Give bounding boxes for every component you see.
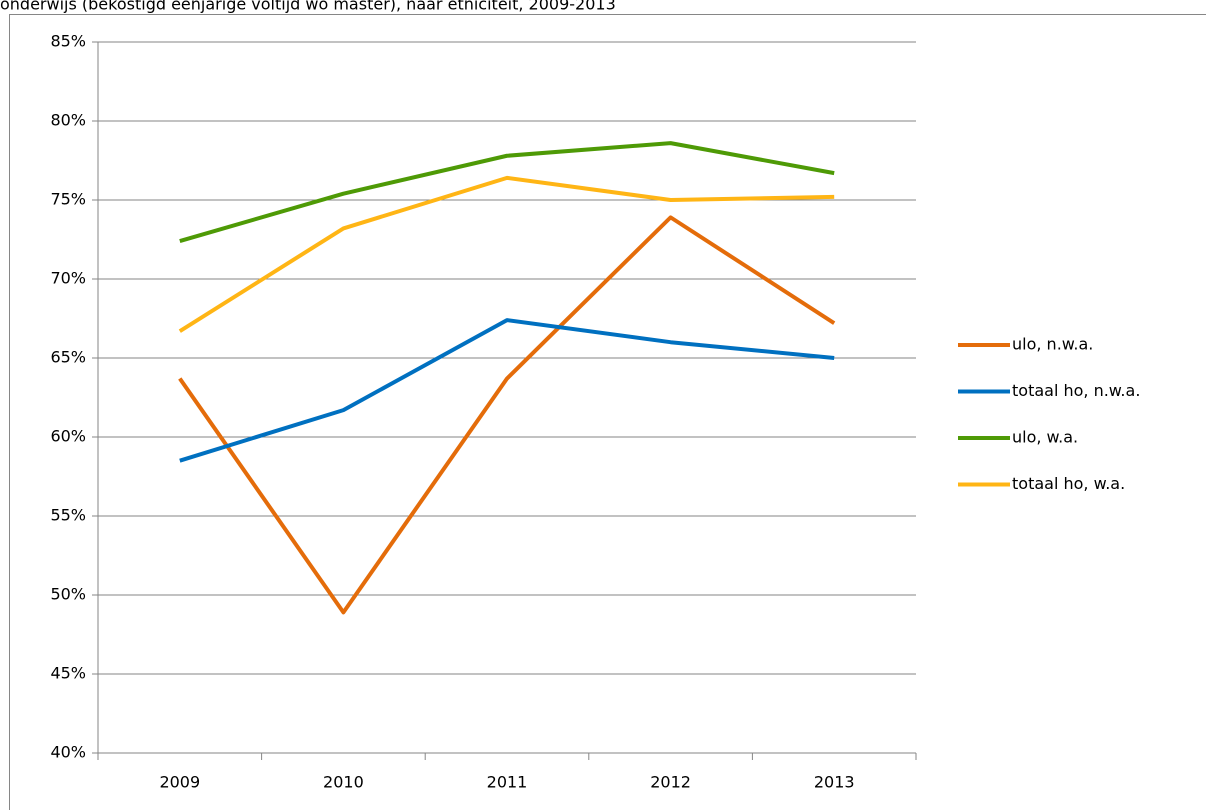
series-line — [179, 318, 835, 463]
legend-label: ulo, w.a. — [1012, 428, 1078, 447]
y-tick-label: 50% — [50, 585, 86, 604]
y-tick-label: 60% — [50, 427, 86, 446]
y-tick-label: 80% — [50, 111, 86, 130]
x-tick-label: 2010 — [323, 773, 364, 792]
legend-label: totaal ho, w.a. — [1012, 474, 1125, 493]
x-tick-label: 2012 — [650, 773, 691, 792]
y-tick-label: 55% — [50, 506, 86, 525]
x-tick-label: 2011 — [487, 773, 528, 792]
legend-label: ulo, n.w.a. — [1012, 335, 1093, 354]
legend-label: totaal ho, n.w.a. — [1012, 381, 1140, 400]
y-tick-label: 65% — [50, 348, 86, 367]
y-tick-label: 85% — [50, 32, 86, 51]
y-tick-label: 70% — [50, 269, 86, 288]
x-tick-label: 2009 — [159, 773, 200, 792]
y-tick-label: 75% — [50, 190, 86, 209]
y-tick-label: 45% — [50, 664, 86, 683]
chart-title: onderwijs (bekostigd eenjarige voltijd w… — [0, 0, 616, 14]
series-line — [179, 141, 835, 244]
chart-border — [9, 14, 1206, 810]
series-line — [178, 215, 836, 615]
x-tick-label: 2013 — [814, 773, 855, 792]
y-tick-label: 40% — [50, 743, 86, 762]
series-line — [178, 175, 835, 333]
